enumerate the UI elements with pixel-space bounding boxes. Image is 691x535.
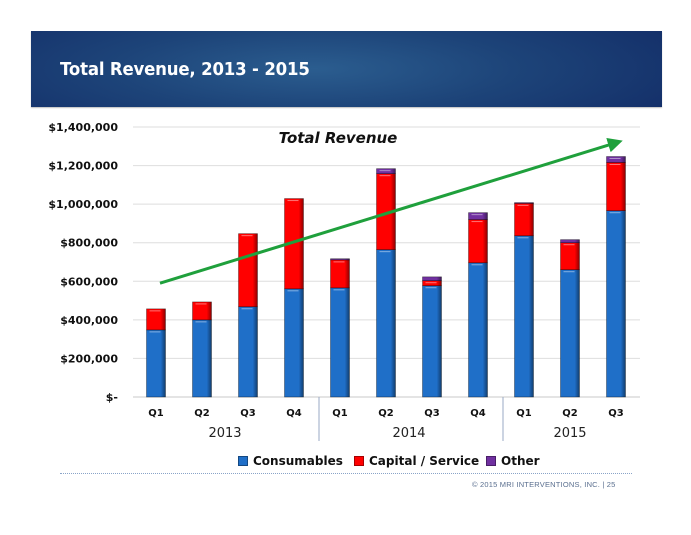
x-tick-label: Q1 (516, 408, 532, 419)
bar-stack (606, 156, 626, 398)
bar-shade (238, 233, 258, 307)
bar-stack (376, 168, 396, 398)
x-group-label: 2013 (208, 426, 241, 441)
x-group-label: 2014 (392, 426, 425, 441)
bar-shade (146, 329, 166, 397)
bar-shade (192, 301, 212, 320)
bar-stack (330, 258, 350, 398)
bar-stack (514, 202, 534, 398)
x-tick-label: Q4 (286, 408, 302, 419)
bar-stack (284, 198, 304, 398)
bar-stack (468, 212, 488, 398)
bar-shade (330, 259, 350, 288)
bar-shade (560, 242, 580, 270)
slide-title: Total Revenue, 2013 - 2015 (60, 59, 310, 80)
chart-title: Total Revenue (279, 129, 398, 147)
bar-shade (376, 168, 396, 174)
y-tick-label: $200,000 (60, 352, 118, 365)
bar-shade (422, 280, 442, 286)
title-banner: Total Revenue, 2013 - 2015 (31, 31, 662, 107)
bar-stack (146, 308, 166, 398)
bar-shade (376, 249, 396, 397)
bar-stack (192, 301, 212, 398)
bar-shade (514, 202, 534, 204)
bar-shade (514, 203, 534, 236)
x-tick-label: Q2 (194, 408, 210, 419)
y-tick-label: $1,000,000 (48, 198, 118, 211)
y-tick-label: $- (106, 391, 118, 404)
bar-shade (284, 198, 304, 289)
x-tick-label: Q3 (240, 408, 256, 419)
y-tick-label: $1,400,000 (48, 121, 118, 134)
copyright-footer: © 2015 MRI INTERVENTIONS, INC. | 25 (472, 480, 616, 489)
x-tick-label: Q2 (562, 408, 578, 419)
legend-label: Consumables (253, 454, 343, 468)
bar-shade (192, 319, 212, 397)
bar-shade (468, 262, 488, 397)
bar-shade (560, 239, 580, 243)
bar-shade (606, 210, 626, 397)
bar-shade (146, 308, 166, 330)
bar-shade (284, 288, 304, 397)
x-tick-label: Q2 (378, 408, 394, 419)
legend-item-capital-service: Capital / Service (354, 454, 479, 468)
x-group-label: 2015 (553, 426, 586, 441)
legend-swatch-capital-service (354, 456, 364, 466)
bars (146, 156, 626, 398)
legend-swatch-other (486, 456, 496, 466)
bar-shade (376, 173, 396, 250)
trend-arrow (159, 137, 623, 285)
x-tick-label: Q1 (148, 408, 164, 419)
y-tick-label: $1,200,000 (48, 160, 118, 173)
bar-shade (330, 258, 350, 260)
bar-shade (422, 285, 442, 397)
y-tick-label: $600,000 (60, 275, 118, 288)
bar-shade (606, 156, 626, 163)
y-tick-label: $400,000 (60, 314, 118, 327)
x-tick-label: Q4 (470, 408, 486, 419)
x-tick-label: Q1 (332, 408, 348, 419)
bar-stack (560, 239, 580, 398)
bar-shade (560, 269, 580, 397)
legend-swatch-consumables (238, 456, 248, 466)
bar-stack (422, 276, 442, 398)
y-tick-label: $800,000 (60, 237, 118, 250)
x-tick-label: Q3 (424, 408, 440, 419)
y-axis: $- $200,000 $400,000 $600,000 $800,000 $1,000… (48, 121, 118, 404)
x-axis: Q1 Q2 Q3 Q4 Q1 Q2 Q3 Q4 Q1 Q2 Q3 2013 2014 2015 (148, 397, 624, 441)
bar-shade (606, 162, 626, 211)
footer-divider (60, 473, 632, 474)
bar-stack (238, 233, 258, 398)
bar-shade (422, 276, 442, 281)
bar-shade (468, 219, 488, 263)
legend-label: Capital / Service (369, 454, 480, 468)
bar-shade (468, 212, 488, 220)
bar-shade (330, 287, 350, 397)
legend-label: Other (501, 454, 540, 468)
legend-item-other: Other (486, 454, 540, 468)
legend: Consumables Capital / Service Other (0, 454, 691, 470)
legend-item-consumables: Consumables (238, 454, 343, 468)
x-tick-label: Q3 (608, 408, 624, 419)
bar-shade (238, 306, 258, 397)
bar-shade (514, 235, 534, 397)
